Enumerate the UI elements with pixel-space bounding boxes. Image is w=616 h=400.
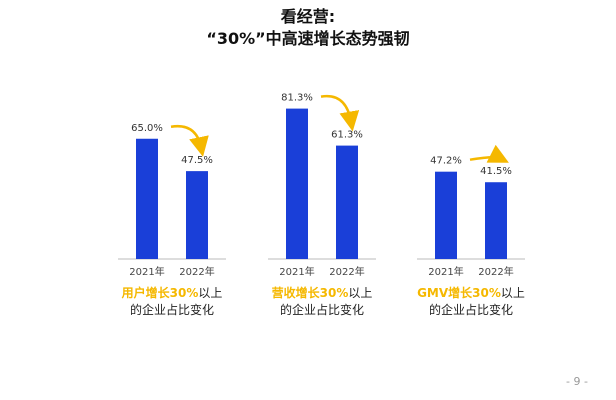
category-label-group-3-2: 2022年 <box>478 265 513 278</box>
bar-group-1-1 <box>136 138 158 259</box>
category-label-group-3-1: 2021年 <box>428 265 463 278</box>
caption-group-1: 用户增长30%以上的企业占比变化 <box>97 285 247 319</box>
bar-group-3-2 <box>485 182 507 259</box>
caption-line2: 的企业占比变化 <box>129 303 214 317</box>
caption-highlight: GMV增长30% <box>417 286 501 300</box>
category-label-group-1-1: 2021年 <box>129 265 164 278</box>
trend-arrow-group-1 <box>170 124 209 157</box>
caption-suffix: 以上 <box>198 286 223 300</box>
caption-highlight: 用户增长30% <box>121 286 199 300</box>
caption-suffix: 以上 <box>500 286 525 300</box>
caption-group-2: 营收增长30%以上的企业占比变化 <box>247 285 397 319</box>
bar-group-2-1 <box>286 108 308 259</box>
caption-line2: 的企业占比变化 <box>279 303 364 317</box>
title-block: 看经营: “30%”中高速增长态势强韧 <box>0 6 616 50</box>
category-label-group-2-2: 2022年 <box>329 265 364 278</box>
caption-suffix: 以上 <box>348 286 373 300</box>
chart-title-line2: “30%”中高速增长态势强韧 <box>206 29 410 48</box>
bar-group-2-2 <box>336 145 358 259</box>
value-label-group-1-1: 65.0% <box>131 123 163 134</box>
value-label-group-3-1: 47.2% <box>430 156 462 167</box>
chart-title-line1: 看经营: <box>280 7 336 26</box>
value-label-group-2-2: 61.3% <box>331 130 363 141</box>
caption-line2: 的企业占比变化 <box>428 303 513 317</box>
value-label-group-1-2: 47.5% <box>181 155 213 166</box>
value-label-group-2-1: 81.3% <box>281 93 313 104</box>
category-label-group-2-1: 2021年 <box>279 265 314 278</box>
trend-arrow-group-2 <box>320 94 360 132</box>
page-number: - 9 - <box>566 375 588 388</box>
value-label-group-3-2: 41.5% <box>480 166 512 177</box>
trend-arrow-group-3 <box>469 144 509 163</box>
bar-group-1-2 <box>186 171 208 259</box>
bar-group-3-1 <box>435 171 457 259</box>
caption-highlight: 营收增长30% <box>271 286 349 300</box>
category-label-group-1-2: 2022年 <box>179 265 214 278</box>
caption-group-3: GMV增长30%以上的企业占比变化 <box>396 285 546 319</box>
